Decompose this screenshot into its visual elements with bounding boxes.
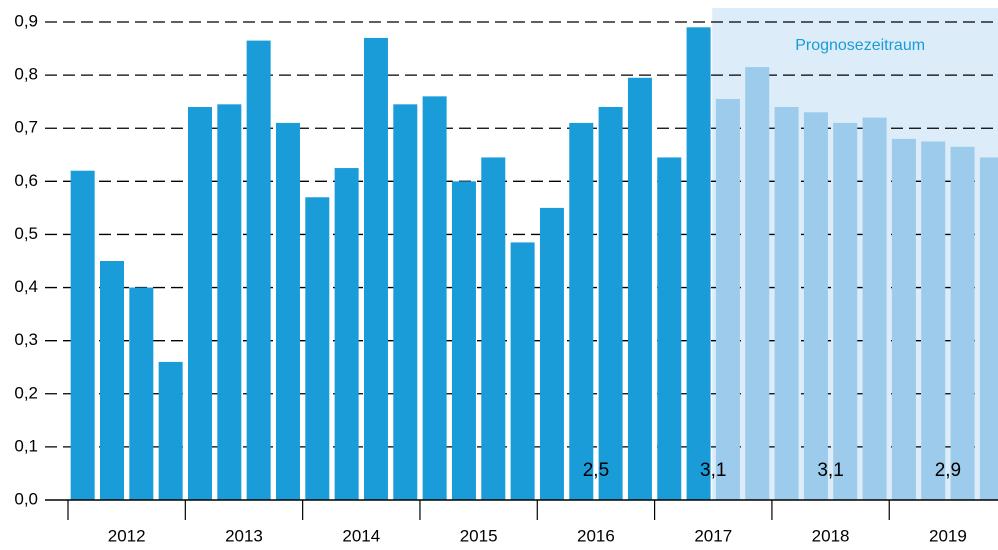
annotation: 2,5	[583, 460, 609, 481]
bar	[99, 261, 124, 500]
bar	[627, 77, 652, 501]
bar	[334, 168, 359, 501]
y-tick-label: 0,7	[14, 118, 38, 137]
annotation: 3,1	[817, 460, 843, 481]
y-tick-label: 0,6	[14, 171, 38, 190]
bar	[862, 117, 887, 500]
bar	[70, 170, 95, 500]
y-tick-label: 0,9	[14, 11, 38, 30]
bar	[363, 37, 388, 500]
x-year-label: 2014	[342, 526, 380, 545]
bar	[598, 106, 623, 500]
x-year-label: 2015	[460, 526, 498, 545]
bar	[774, 106, 799, 500]
bar	[891, 138, 916, 500]
bar	[745, 67, 770, 501]
bar	[657, 157, 682, 500]
bar	[451, 181, 476, 501]
bar	[510, 242, 535, 500]
y-tick-label: 0,1	[14, 436, 38, 455]
bar	[921, 141, 946, 500]
x-year-label: 2012	[108, 526, 146, 545]
bar	[539, 207, 564, 500]
bar	[305, 197, 330, 500]
x-year-label: 2016	[577, 526, 615, 545]
annotation: 3,1	[700, 460, 726, 481]
bar	[187, 106, 212, 500]
bar	[686, 27, 711, 501]
bar	[979, 157, 998, 500]
x-year-label: 2013	[225, 526, 263, 545]
bar	[217, 104, 242, 501]
annotation: 2,9	[935, 460, 961, 481]
x-year-label: 2017	[694, 526, 732, 545]
y-tick-label: 0,3	[14, 330, 38, 349]
bar	[715, 99, 740, 500]
y-tick-label: 0,2	[14, 383, 38, 402]
x-year-label: 2018	[812, 526, 850, 545]
forecast-label: Prognosezeitraum	[795, 37, 925, 54]
bar	[275, 122, 300, 501]
bar	[950, 146, 975, 501]
x-year-label: 2019	[929, 526, 967, 545]
bar	[569, 122, 594, 501]
y-tick-label: 0,0	[14, 489, 38, 508]
y-tick-label: 0,4	[14, 277, 38, 296]
bar	[803, 112, 828, 501]
bar	[246, 40, 271, 500]
bar	[481, 157, 506, 500]
bar	[393, 104, 418, 501]
y-tick-label: 0,8	[14, 65, 38, 84]
bar	[158, 361, 183, 500]
bar	[422, 96, 447, 500]
y-tick-label: 0,5	[14, 224, 38, 243]
bar	[833, 122, 858, 501]
bar	[129, 287, 154, 500]
